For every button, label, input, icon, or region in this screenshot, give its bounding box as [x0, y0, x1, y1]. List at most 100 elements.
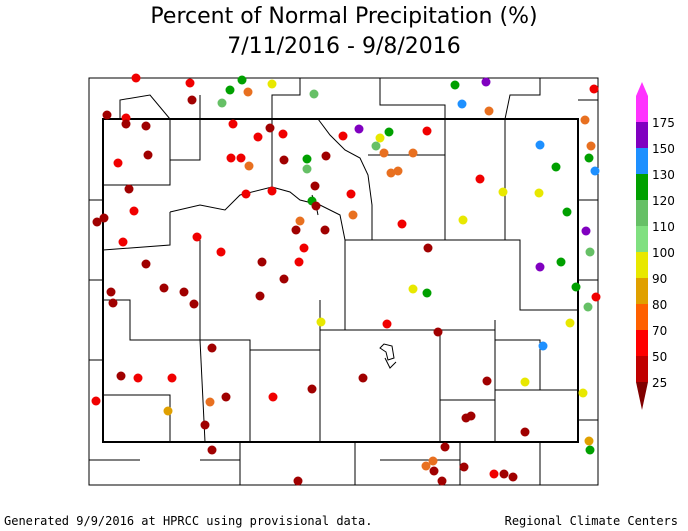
station-dot — [584, 153, 594, 163]
station-dot — [102, 110, 112, 120]
station-dot — [133, 373, 143, 383]
station-dot — [562, 207, 572, 217]
station-dot — [379, 148, 389, 158]
station-dot — [450, 80, 460, 90]
legend-label: 90 — [652, 272, 667, 286]
station-dot — [187, 95, 197, 105]
source-credit: Regional Climate Centers — [504, 514, 678, 528]
station-dot — [520, 427, 530, 437]
station-dot — [267, 186, 277, 196]
state-boundary — [102, 118, 579, 443]
legend-swatch — [636, 174, 648, 200]
station-dot — [99, 213, 109, 223]
legend-label: 70 — [652, 324, 667, 338]
station-dot — [358, 373, 368, 383]
station-dot — [243, 87, 253, 97]
station-dot — [226, 153, 236, 163]
station-dot — [207, 343, 217, 353]
station-dot — [228, 119, 238, 129]
reservoir-shape — [379, 343, 395, 361]
station-dot — [583, 302, 593, 312]
station-dot — [116, 371, 126, 381]
station-dot — [382, 319, 392, 329]
station-dot — [205, 397, 215, 407]
station-dot — [321, 151, 331, 161]
station-dot — [590, 166, 600, 176]
legend-label: 50 — [652, 350, 667, 364]
station-dot — [338, 131, 348, 141]
station-dot — [499, 469, 509, 479]
station-dot — [92, 217, 102, 227]
station-dot — [192, 232, 202, 242]
legend-label: 25 — [652, 376, 667, 390]
station-dot — [538, 341, 548, 351]
water-bodies — [311, 194, 397, 369]
station-dot — [278, 129, 288, 139]
legend-top-arrow — [636, 82, 648, 96]
station-dot — [586, 141, 596, 151]
station-dot — [143, 150, 153, 160]
station-dot — [200, 420, 210, 430]
station-dot — [433, 327, 443, 337]
county-lines — [88, 78, 598, 485]
station-dot — [316, 317, 326, 327]
station-dot — [498, 187, 508, 197]
station-dot — [159, 283, 169, 293]
station-dot — [108, 298, 118, 308]
station-dot — [302, 164, 312, 174]
legend-swatch — [636, 226, 648, 252]
legend-swatch — [636, 252, 648, 278]
station-dot — [311, 201, 321, 211]
station-dot — [484, 106, 494, 116]
station-dot — [384, 127, 394, 137]
station-dot — [556, 257, 566, 267]
station-dot — [481, 77, 491, 87]
legend-swatch — [636, 382, 648, 410]
legend-swatch — [636, 330, 648, 356]
station-dot — [217, 98, 227, 108]
station-dot — [236, 153, 246, 163]
station-dot — [581, 226, 591, 236]
station-dot — [121, 119, 131, 129]
map-title: Percent of Normal Precipitation (%) — [150, 4, 538, 29]
map-frame — [88, 77, 599, 486]
station-dot — [489, 469, 499, 479]
station-dot — [534, 188, 544, 198]
station-dot — [466, 411, 476, 421]
station-dot — [106, 287, 116, 297]
station-dot — [265, 123, 275, 133]
station-dot — [225, 85, 235, 95]
generated-note: Generated 9/9/2016 at HPRCC using provis… — [4, 514, 373, 528]
legend-label: 80 — [652, 298, 667, 312]
station-dot — [113, 158, 123, 168]
station-dot — [124, 184, 134, 194]
legend-swatch — [636, 278, 648, 304]
station-dot — [299, 243, 309, 253]
river-line — [384, 357, 397, 369]
station-dot — [179, 287, 189, 297]
legend-label: 120 — [652, 194, 675, 208]
station-dot — [482, 376, 492, 386]
station-dot — [295, 216, 305, 226]
station-dot — [437, 476, 447, 486]
station-dot — [293, 476, 303, 486]
station-dot — [216, 247, 226, 257]
legend-swatch — [636, 356, 648, 382]
legend-swatch — [636, 148, 648, 174]
station-dot — [163, 406, 173, 416]
station-dot — [221, 392, 231, 402]
station-dot — [310, 181, 320, 191]
station-dot — [422, 288, 432, 298]
station-dot — [535, 140, 545, 150]
station-dot — [91, 396, 101, 406]
station-dot — [565, 318, 575, 328]
station-dot — [571, 282, 581, 292]
station-dot — [408, 148, 418, 158]
station-dot — [457, 99, 467, 109]
station-dot — [267, 79, 277, 89]
station-dot — [294, 257, 304, 267]
station-dot — [309, 89, 319, 99]
station-dot — [458, 215, 468, 225]
station-dot — [429, 466, 439, 476]
